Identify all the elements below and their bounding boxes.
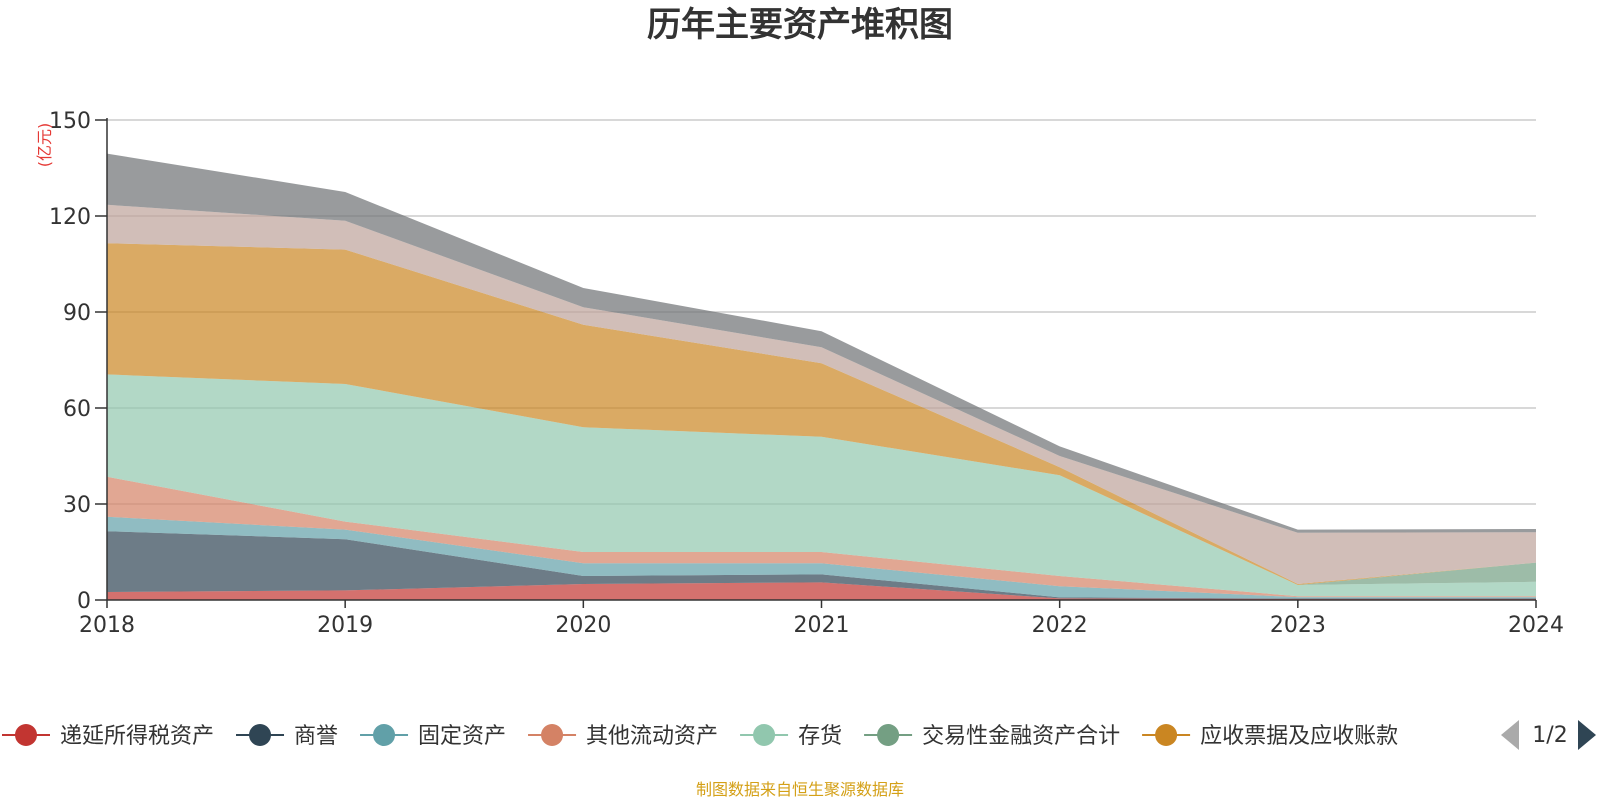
area-series xyxy=(107,153,1536,600)
legend-item[interactable]: 商誉 xyxy=(236,724,338,749)
legend-page-indicator: 1/2 xyxy=(1532,723,1567,748)
legend-marker-icon xyxy=(249,724,272,746)
legend-marker-icon xyxy=(1155,724,1178,746)
x-tick-label: 2018 xyxy=(79,613,135,638)
area-series-4 xyxy=(107,374,1536,597)
x-tick-label: 2021 xyxy=(794,613,850,638)
legend-item[interactable]: 存货 xyxy=(740,724,842,749)
legend-label: 交易性金融资产合计 xyxy=(922,724,1120,749)
legend-marker-icon xyxy=(877,724,900,746)
y-axis-unit-label: (亿元) xyxy=(35,123,54,168)
legend-marker-icon xyxy=(373,724,396,746)
legend-item[interactable]: 固定资产 xyxy=(360,724,506,749)
x-tick-label: 2019 xyxy=(317,613,373,638)
area-series-2 xyxy=(107,516,1536,599)
area-series-0 xyxy=(107,582,1536,600)
legend-item[interactable]: 交易性金融资产合计 xyxy=(864,724,1120,749)
axes: 0 30 60 90 120 150 2018 2019 2020 2021 2022 2023 202… xyxy=(49,109,1564,638)
y-tick-label: 60 xyxy=(63,397,91,422)
chart-title: 历年主要资产堆积图 xyxy=(647,5,953,45)
area-series-8 xyxy=(107,153,1536,533)
area-series-7 xyxy=(107,204,1536,585)
y-tick-label: 150 xyxy=(49,109,91,134)
y-tick-label: 120 xyxy=(49,205,91,230)
legend-label: 存货 xyxy=(798,724,842,749)
legend-marker-icon xyxy=(15,724,37,746)
area-series-1 xyxy=(107,531,1536,599)
legend-label: 商誉 xyxy=(294,724,338,749)
x-tick-label: 2024 xyxy=(1508,613,1564,638)
legend-label: 应收票据及应收账款 xyxy=(1200,724,1398,749)
y-tick-label: 0 xyxy=(77,589,91,614)
legend-marker-icon xyxy=(541,724,564,746)
legend-label: 其他流动资产 xyxy=(586,724,718,749)
x-tick-label: 2022 xyxy=(1032,613,1088,638)
x-tick-label: 2020 xyxy=(555,613,611,638)
legend: 递延所得税资产 商誉 固定资产 其他流动资产 存货 交易性金融资产合计 应收票据及应收账款 xyxy=(2,724,1398,749)
legend-item[interactable]: 递延所得税资产 xyxy=(2,724,214,749)
legend-next-page-icon[interactable] xyxy=(1578,720,1596,750)
y-tick-label: 30 xyxy=(63,493,91,518)
legend-label: 固定资产 xyxy=(418,724,506,749)
legend-item[interactable]: 应收票据及应收账款 xyxy=(1142,724,1398,749)
legend-label: 递延所得税资产 xyxy=(60,724,214,749)
y-tick-label: 90 xyxy=(63,301,91,326)
legend-item[interactable]: 其他流动资产 xyxy=(528,724,718,749)
area-series-6 xyxy=(107,243,1536,585)
legend-marker-icon xyxy=(753,724,776,746)
source-note: 制图数据来自恒生聚源数据库 xyxy=(696,780,904,799)
legend-pager: 1/2 xyxy=(1501,720,1596,750)
legend-prev-page-icon[interactable] xyxy=(1501,720,1519,750)
x-tick-label: 2023 xyxy=(1270,613,1326,638)
